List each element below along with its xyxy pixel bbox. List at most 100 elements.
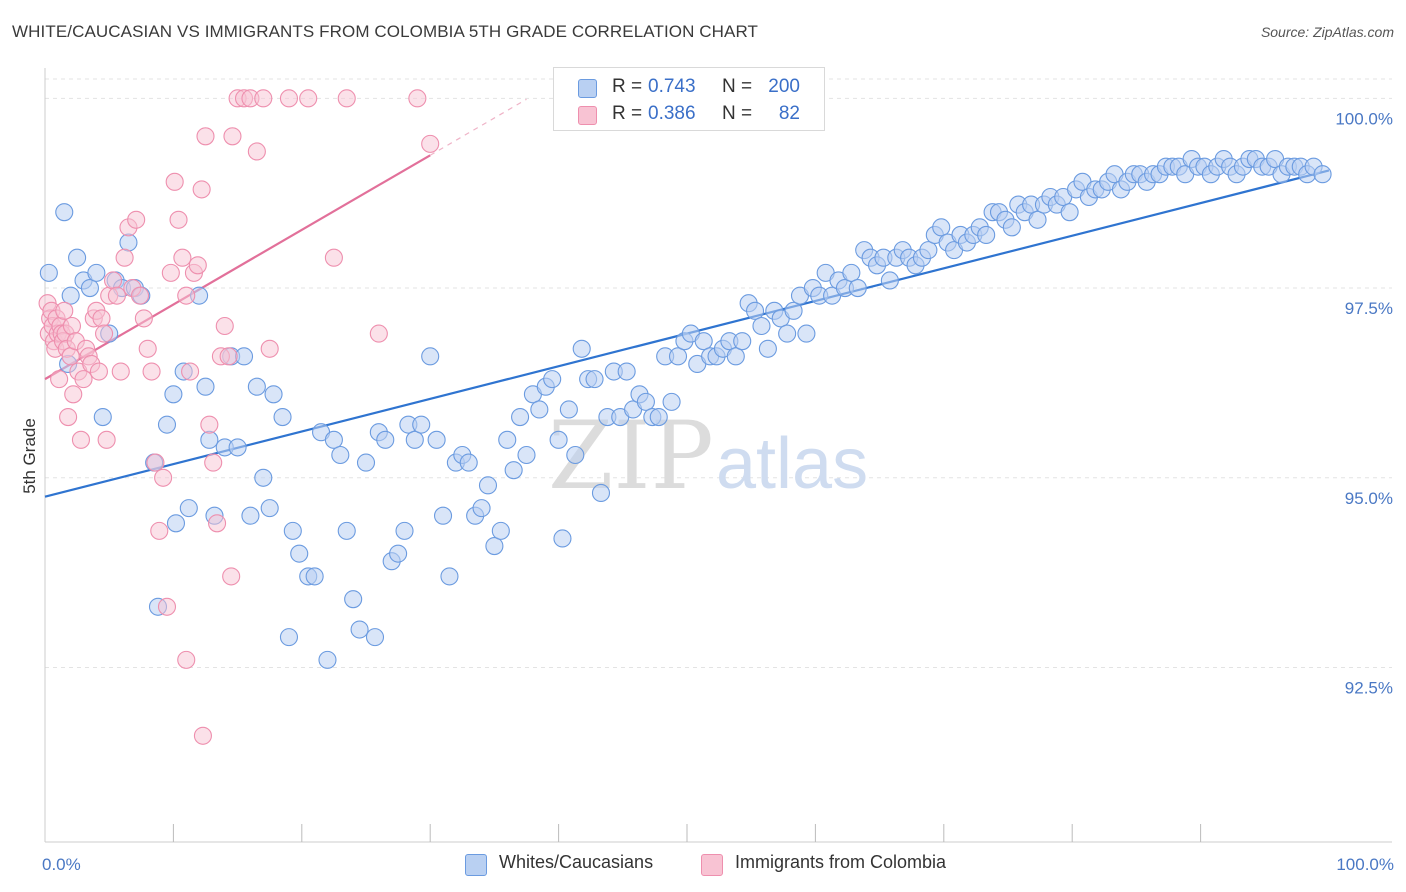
point-whites: [919, 241, 938, 260]
point-whites: [273, 408, 292, 427]
stats-row-colombia: R = 0.386 N = 82: [554, 103, 824, 129]
point-colombia: [71, 430, 91, 449]
whites-swatch: [578, 79, 597, 98]
point-colombia: [408, 89, 427, 108]
point-colombia: [204, 453, 223, 472]
point-whites: [337, 521, 356, 540]
point-whites: [694, 332, 713, 351]
colombia-legend-swatch: [701, 854, 723, 876]
point-whites: [784, 301, 803, 320]
y-tick-labels: 100.0% 97.5% 95.0% 92.5%: [1335, 109, 1393, 697]
point-whites: [585, 370, 604, 389]
series-whites-points: [39, 150, 1332, 669]
point-colombia: [279, 89, 299, 108]
point-whites: [485, 537, 504, 556]
y-axis-label: 5th Grade: [20, 418, 39, 494]
point-colombia: [181, 362, 200, 381]
point-whites: [264, 385, 283, 404]
point-colombia: [254, 89, 273, 108]
point-whites: [290, 544, 309, 563]
point-colombia: [146, 453, 165, 472]
point-whites: [39, 263, 58, 282]
point-colombia: [192, 180, 211, 199]
point-whites: [421, 347, 440, 366]
n-value: 200: [768, 76, 800, 97]
point-colombia: [97, 430, 116, 449]
point-whites: [511, 408, 530, 427]
point-colombia: [177, 286, 196, 305]
point-colombia: [196, 127, 215, 146]
point-whites: [228, 438, 247, 457]
point-whites: [440, 567, 459, 586]
point-whites: [234, 347, 254, 366]
point-whites: [977, 225, 996, 244]
watermark: ZIP atlas: [548, 402, 868, 511]
point-whites: [553, 529, 572, 548]
n-key: N =: [722, 103, 753, 124]
point-colombia: [134, 309, 153, 328]
whites-legend-swatch: [465, 854, 487, 876]
point-whites: [591, 483, 611, 502]
point-whites: [61, 286, 80, 305]
point-colombia: [169, 210, 188, 229]
point-whites: [254, 468, 273, 487]
point-colombia: [111, 362, 130, 381]
point-colombia: [161, 263, 180, 282]
point-colombia: [130, 286, 150, 305]
point-colombia: [337, 89, 356, 108]
point-colombia: [177, 650, 196, 669]
point-colombia: [260, 339, 279, 358]
point-colombia: [165, 172, 184, 191]
point-whites: [559, 400, 578, 419]
point-colombia: [55, 301, 74, 320]
point-colombia: [299, 89, 318, 108]
point-whites: [662, 392, 681, 411]
point-colombia: [157, 597, 177, 616]
point-whites: [87, 263, 106, 282]
source-label: Source: ZipAtlas.com: [1260, 24, 1394, 40]
point-whites: [241, 506, 260, 525]
legend-label-whites: Whites/Caucasians: [499, 852, 654, 872]
point-whites: [543, 370, 562, 389]
watermark-atlas: atlas: [716, 424, 868, 504]
point-colombia: [62, 316, 82, 336]
point-colombia: [421, 134, 440, 153]
point-whites: [649, 408, 668, 427]
point-whites: [350, 620, 369, 639]
point-whites: [412, 415, 431, 434]
point-whites: [636, 392, 655, 411]
r-value: 0.386: [648, 103, 696, 124]
point-colombia: [193, 726, 212, 745]
point-whites: [157, 415, 177, 434]
point-whites: [55, 203, 74, 222]
point-colombia: [208, 514, 227, 533]
trend-line-colombia-extension: [429, 98, 527, 156]
point-whites: [389, 544, 408, 563]
point-whites: [758, 339, 777, 358]
stats-row-whites: R = 0.743 N = 200: [554, 76, 824, 102]
point-colombia: [92, 309, 111, 328]
point-whites: [1028, 210, 1047, 229]
x-tick-max: 100.0%: [1336, 855, 1394, 874]
point-colombia: [150, 521, 169, 540]
series-colombia-points: [38, 89, 440, 745]
point-colombia: [89, 362, 108, 381]
point-colombia: [104, 271, 123, 290]
point-whites: [247, 377, 266, 396]
point-whites: [778, 324, 797, 343]
point-colombia: [200, 415, 219, 434]
stats-legend: R = 0.743 N = 200 R = 0.386 N = 82: [553, 67, 825, 131]
point-colombia: [115, 248, 134, 267]
point-colombia: [107, 286, 126, 305]
point-whites: [433, 506, 453, 525]
point-whites: [427, 430, 446, 449]
point-whites: [733, 332, 752, 351]
point-whites: [842, 263, 861, 282]
point-colombia: [61, 347, 80, 366]
point-whites: [848, 279, 867, 298]
point-whites: [305, 567, 324, 586]
point-whites: [166, 514, 186, 533]
point-whites: [549, 430, 568, 449]
point-whites: [1002, 218, 1021, 237]
